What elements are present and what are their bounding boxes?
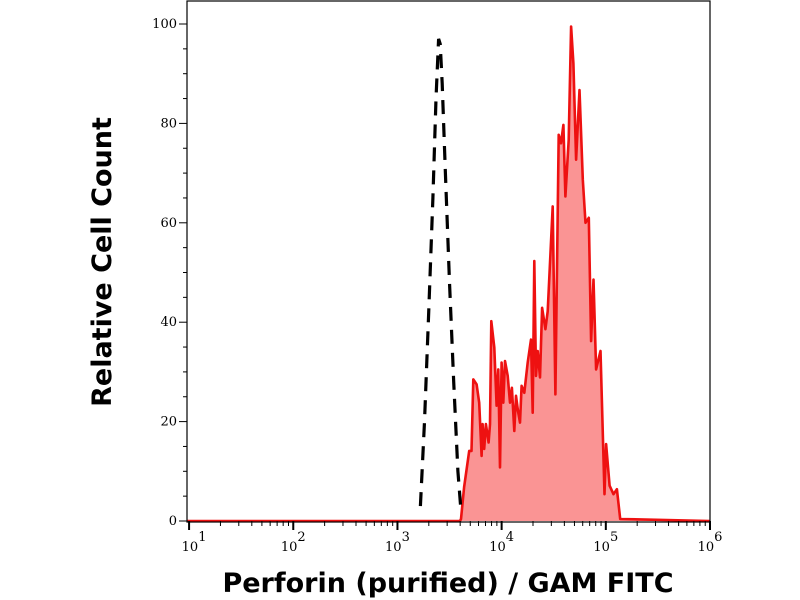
x-tick-exponent: 1 bbox=[198, 530, 206, 545]
x-tick-base: 10 bbox=[385, 540, 402, 555]
y-tick-label: 20 bbox=[160, 415, 177, 430]
plot-marks bbox=[187, 25, 711, 523]
y-tick-label: 100 bbox=[152, 17, 177, 32]
x-tick-label: 102 bbox=[281, 530, 306, 555]
x-tick-label: 106 bbox=[698, 530, 723, 555]
x-tick-label: 103 bbox=[385, 530, 410, 555]
x-tick-base: 10 bbox=[593, 540, 610, 555]
x-tick-exponent: 2 bbox=[297, 530, 305, 545]
control-histogram-line bbox=[418, 38, 463, 512]
plot-frame bbox=[186, 0, 711, 523]
y-tick-label: 60 bbox=[160, 216, 177, 231]
x-tick-exponent: 3 bbox=[402, 530, 410, 545]
x-tick-label: 105 bbox=[593, 530, 618, 555]
y-tick-label: 0 bbox=[169, 514, 177, 529]
x-tick-exponent: 5 bbox=[610, 530, 618, 545]
x-axis-title: Perforin (purified) / GAM FITC bbox=[222, 568, 673, 599]
x-tick-base: 10 bbox=[489, 540, 506, 555]
stained-histogram-line bbox=[187, 25, 711, 523]
y-tick-label: 80 bbox=[160, 116, 177, 131]
y-axis-title: Relative Cell Count bbox=[87, 117, 118, 407]
x-tick-label: 101 bbox=[182, 530, 207, 555]
x-tick-exponent: 4 bbox=[506, 530, 514, 545]
x-tick-base: 10 bbox=[281, 540, 298, 555]
x-tick-base: 10 bbox=[698, 540, 715, 555]
x-tick-exponent: 6 bbox=[714, 530, 722, 545]
x-tick-base: 10 bbox=[182, 540, 199, 555]
stained-histogram-fill bbox=[187, 26, 710, 521]
x-tick-label: 104 bbox=[489, 530, 514, 555]
y-tick-label: 40 bbox=[160, 315, 177, 330]
